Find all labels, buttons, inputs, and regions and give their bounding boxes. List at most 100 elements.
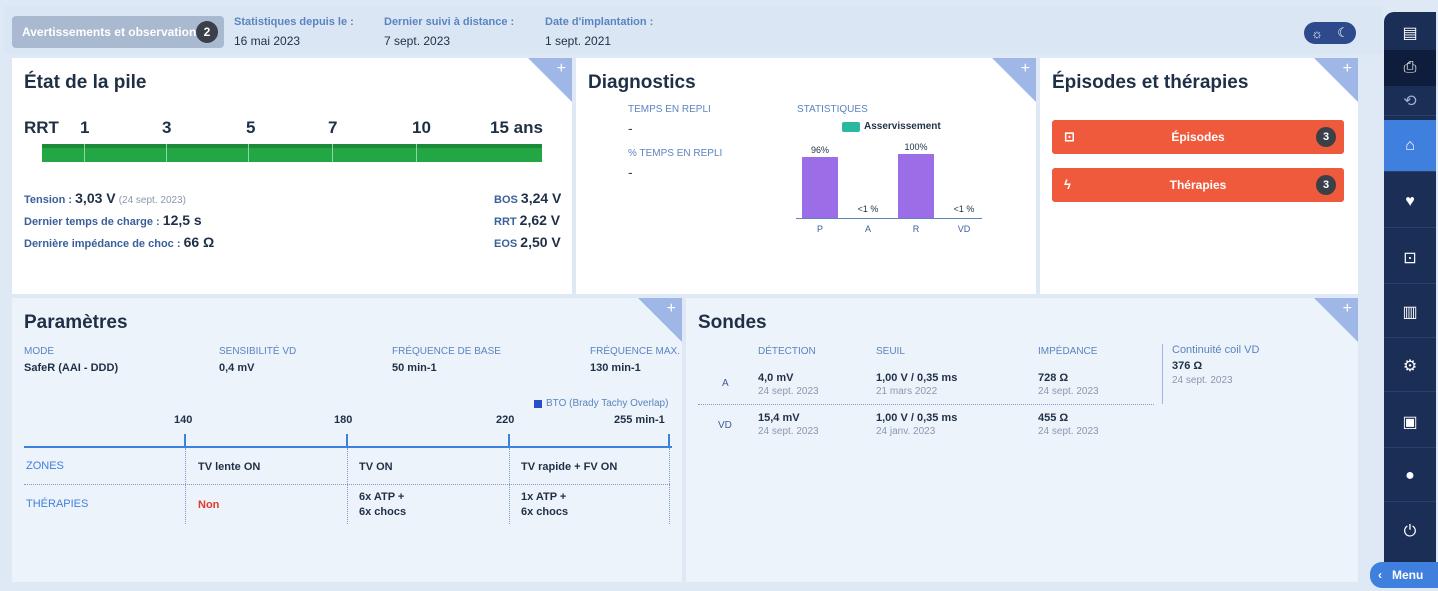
alerts-button[interactable]: Avertissements et observations 2 [12,16,224,48]
row-separator [24,484,670,485]
rrt-value: 2,62 V [519,212,561,228]
bar-tick [332,144,333,162]
stats-since: Statistiques depuis le : 16 mai 2023 [234,16,354,48]
top-bar: Avertissements et observations 2 Statist… [4,6,1382,54]
charge-row: Dernier temps de charge : 12,5 s [24,212,202,228]
document-icon[interactable]: ▤ [1402,25,1418,42]
chart-data-label: <1 % [953,204,975,214]
impedance-value: 66 Ω [183,234,215,250]
gear-icon[interactable]: ⚙ [1384,340,1436,392]
episodes-title: Épisodes et thérapies [1052,72,1249,93]
diagnostics-title: Diagnostics [588,72,696,93]
fallback-pct-value: - [628,164,633,180]
scale-label: 10 [412,118,431,137]
episodes-button[interactable]: ⊡ Épisodes 3 [1052,120,1344,154]
scale-tick [184,434,186,446]
episodes-card: Épisodes et thérapies + ⊡ Épisodes 3 ϟ T… [1040,58,1358,294]
bos-row: BOS 3,24 V [494,190,561,206]
battery-scale: RRT 1 3 5 7 10 15 ans [24,118,554,138]
lead-detection-date: 24 sept. 2023 [758,426,819,437]
therapies-button[interactable]: ϟ Thérapies 3 [1052,168,1344,202]
sun-icon: ☼ [1311,25,1324,41]
episodes-button-label: Épisodes [1171,130,1225,144]
scale-tick [508,434,510,446]
lead-impedance-date: 24 sept. 2023 [1038,386,1099,397]
lead-impedance: 728 Ω [1038,372,1069,384]
lead-threshold-date: 24 janv. 2023 [876,426,936,437]
battery-life-bar [42,144,542,162]
therapy-cell: 6x ATP + 6x chocs [359,491,407,518]
parameters-card: Paramètres + MODE SafeR (AAI - DDD) SENS… [12,298,682,582]
eos-value: 2,50 V [520,234,561,250]
chart-bar-p [802,156,838,218]
battery-expand-corner[interactable] [528,58,572,102]
leads-card: Sondes + DÉTECTION SEUIL IMPÉDANCE Conti… [686,298,1358,582]
episodes-expand-corner[interactable] [1314,58,1358,102]
chart-category-label: VD [957,224,971,234]
diagnostics-expand-corner[interactable] [992,58,1036,102]
lead-impedance: 455 Ω [1038,412,1069,424]
lead-detection: 15,4 mV [758,412,800,424]
rate-scale-line [24,446,672,448]
tension-value: 3,03 V [75,190,116,206]
home-icon[interactable]: ⌂ [1384,120,1436,172]
right-sidebar: ▤ ⎙ ⟲ ⌂ ♥ ⊡ ▥ ⚙ ▣ ● ⏻ [1384,12,1436,562]
lead-threshold: 1,00 V / 0,35 ms [876,412,958,424]
expand-plus-icon[interactable]: + [556,60,566,77]
eos-label: EOS [494,238,518,250]
menu-toggle-button[interactable]: ‹ Menu [1370,562,1438,588]
lead-threshold-date: 21 mars 2022 [876,386,938,397]
tension-row: Tension : 3,03 V (24 sept. 2023) [24,190,186,206]
last-remote-value: 7 sept. 2023 [384,34,451,48]
scale-value: 180 [334,414,353,426]
lead-detection: 4,0 mV [758,372,794,384]
chart-icon[interactable]: ▥ [1384,286,1436,338]
expand-plus-icon[interactable]: + [666,300,676,317]
battery-card: État de la pile + RRT 1 3 5 7 10 15 ans … [12,58,572,294]
therapies-button-label: Thérapies [1169,178,1227,192]
theme-toggle[interactable]: ☼ ☾ [1304,22,1356,44]
chart-data-label: 100% [904,142,928,152]
mode-value: SafeR (AAI - DDD) [24,362,119,374]
sync-icon[interactable]: ⟲ [1384,86,1436,116]
chart-data-label: 96% [810,144,829,155]
charge-label: Dernier temps de charge : [24,216,160,228]
zones-row-label: ZONES [26,460,64,472]
expand-plus-icon[interactable]: + [1342,60,1352,77]
column-separator [509,448,510,524]
scale-value: 255 min-1 [614,414,665,426]
bto-legend-label: BTO (Brady Tachy Overlap) [546,398,669,409]
alerts-label: Avertissements et observations [22,25,203,39]
book-icon[interactable]: ▣ [1384,396,1436,448]
power-icon[interactable]: ⏻ [1403,523,1417,540]
bar-tick [416,144,417,162]
alerts-count-badge: 2 [196,21,218,43]
legend-swatch [842,122,860,132]
episodes-count-badge: 3 [1316,127,1336,147]
lead-impedance-date: 24 sept. 2023 [1038,426,1099,437]
detection-header: DÉTECTION [758,346,816,357]
heart-icon[interactable]: ♥ [1384,176,1436,228]
user-icon[interactable]: ● [1384,450,1436,502]
therapy-cell: Non [198,499,220,511]
stats-since-label: Statistiques depuis le : [234,16,354,28]
impedance-label: Dernière impédance de choc : [24,238,181,250]
monitor-icon[interactable]: ⊡ [1384,232,1436,284]
tension-label: Tension : [24,194,73,206]
bos-label: BOS [494,194,518,206]
scale-label: 1 [80,118,90,137]
lead-detection-date: 24 sept. 2023 [758,386,819,397]
therapy-cell: 1x ATP + 6x chocs [521,491,569,518]
base-rate-value: 50 min-1 [392,362,437,374]
fallback-time-label: TEMPS EN REPLI [628,104,711,115]
expand-plus-icon[interactable]: + [1020,60,1030,77]
leads-expand-corner[interactable] [1314,298,1358,342]
parameters-expand-corner[interactable] [638,298,682,342]
sensitivity-label: SENSIBILITÉ VD [219,346,297,357]
expand-plus-icon[interactable]: + [1342,300,1352,317]
zone-cell: TV rapide + FV ON [521,461,618,473]
zone-cell: TV lente ON [198,461,261,473]
fallback-pct-label: % TEMPS EN REPLI [628,148,723,159]
printer-icon[interactable]: ⎙ [1384,50,1436,86]
